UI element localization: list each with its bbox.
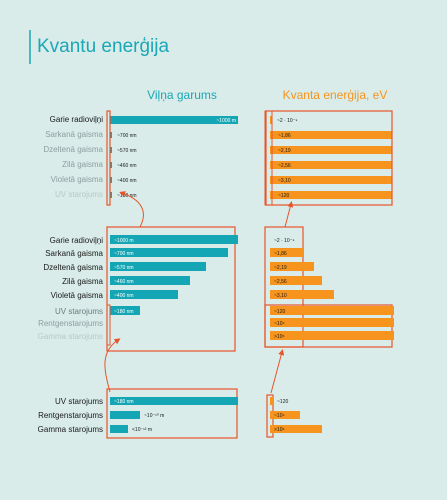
bottom-energy-value: ~120 [277, 399, 288, 405]
middle-row-label: Zilā gaisma [62, 277, 103, 286]
middle-wavelength-bar [110, 235, 238, 244]
bottom-energy-value: ~10⁴ [274, 413, 285, 419]
middle-wavelength-bar [110, 290, 178, 299]
middle-energy-bar [270, 248, 304, 257]
top-energy-value: ~1,86 [278, 133, 291, 139]
top-wavelength-value: ~400 nm [117, 178, 137, 184]
middle-uv-frame [106, 304, 111, 346]
top-energy-bar [270, 176, 392, 184]
top-energy-bar [270, 161, 392, 169]
middle-row-label: Garie radioviļņi [50, 236, 104, 245]
top-energy-value: ~3,10 [278, 178, 291, 184]
bottom-energy-bar [270, 425, 322, 433]
middle-energy-value: ~120 [274, 309, 285, 315]
top-row-label: Dzeltenā gaisma [43, 145, 103, 154]
middle-energy-value: >10⁶ [274, 334, 285, 340]
middle-row-label: Sarkanā gaisma [45, 249, 103, 258]
top-wavelength-bar [110, 192, 112, 198]
top-wavelength-bar [110, 162, 112, 168]
middle-wavelength-value: ~460 nm [114, 279, 134, 285]
middle-energy-bar [270, 290, 334, 299]
bottom-wavelength-value: <10⁻¹² m [132, 427, 152, 433]
middle-energy-bar [270, 276, 322, 285]
middle-wavelength-value: ~1000 m [114, 238, 134, 244]
middle-row-label: Gamma starojums [38, 332, 103, 341]
middle-energy-value: ~2,19 [274, 265, 287, 271]
middle-energy-value: ~2 · 10⁻⁹ [274, 238, 295, 244]
top-energy-bar [270, 116, 272, 124]
top-energy-value: ~2,56 [278, 163, 291, 169]
top-row-label: Violetā gaisma [51, 175, 104, 184]
top-wavelength-bar [110, 147, 112, 153]
middle-row-label: Violetā gaisma [51, 291, 104, 300]
bottom-wavelength-value: ~180 nm [114, 399, 134, 405]
arrow-bottom-to-middle-energy [270, 349, 285, 394]
middle-wavelength-bar [110, 276, 190, 285]
bottom-row-label: Rentgenstarojums [38, 411, 103, 420]
middle-energy-value: ~2,56 [274, 279, 287, 285]
top-wavelength-value: ~1000 m [216, 118, 236, 124]
middle-row-label: UV starojums [55, 307, 103, 316]
top-energy-value: ~2 · 10⁻⁹ [277, 118, 298, 124]
top-wavelength-bar [110, 132, 112, 138]
top-energy-bar [270, 191, 392, 199]
top-row-label: Zilā gaisma [62, 160, 103, 169]
top-energy-inner-frame [264, 110, 273, 206]
middle-energy-bar [270, 306, 394, 315]
middle-energy-value: ~3,10 [274, 293, 287, 299]
middle-energy-bar [270, 318, 394, 327]
top-row-label: UV starojums [55, 190, 103, 199]
middle-wavelength-value: ~400 nm [114, 293, 134, 299]
top-wavelength-bar [110, 177, 112, 183]
middle-wavelength-bar [110, 248, 228, 257]
bottom-energy-bar [270, 397, 274, 405]
middle-energy-value: ~1,86 [274, 251, 287, 257]
middle-wavelength-bar [110, 262, 206, 271]
middle-energy-value: ~10⁴ [274, 321, 285, 327]
top-wavelength-bar [110, 116, 238, 124]
bottom-row-label: UV starojums [55, 397, 103, 406]
middle-wavelength-bar [110, 306, 140, 315]
middle-wavelength-value: ~700 nm [114, 251, 134, 257]
middle-energy-bar [270, 262, 314, 271]
middle-row-label: Rentgenstarojums [38, 319, 103, 328]
top-wavelength-value: ~700 nm [117, 133, 137, 139]
bottom-wavelength-bar [110, 411, 140, 419]
bottom-wavelength-bar [110, 425, 128, 433]
top-energy-value: ~120 [278, 193, 289, 199]
arrow-middle-to-top-wavelength [119, 191, 144, 228]
bottom-wavelength-frame [106, 388, 238, 439]
arrow-bottom-to-middle-wavelength [104, 338, 121, 393]
top-wavelength-value: ~460 nm [117, 163, 137, 169]
top-energy-value: ~2,19 [278, 148, 291, 154]
top-wavelength-value: ~570 nm [117, 148, 137, 154]
middle-wavelength-value: ~570 nm [114, 265, 134, 271]
bottom-energy-value: >10⁶ [274, 427, 285, 433]
energy-header: Kvanta enerģija, eV [283, 88, 388, 102]
bottom-row-label: Gamma starojums [38, 425, 103, 434]
middle-row-label: Dzeltenā gaisma [43, 263, 103, 272]
middle-energy-bar [270, 331, 394, 340]
bottom-wavelength-bar [110, 397, 238, 405]
top-row-label: Garie radioviļņi [50, 115, 104, 124]
middle-wavelength-frame [106, 226, 236, 352]
top-energy-bar [270, 131, 392, 139]
middle-energy-frame [264, 226, 304, 348]
page-title: Kvantu enerģija [37, 36, 169, 57]
top-row-label: Sarkanā gaisma [45, 130, 103, 139]
top-energy-bar [270, 146, 392, 154]
top-energy-frame [265, 110, 393, 206]
wavelength-header: Viļņa garums [147, 88, 217, 102]
top-wavelength-value: ~180 nm [117, 193, 137, 199]
middle-wavelength-value: ~180 nm [114, 309, 134, 315]
top-wavelength-frame [106, 110, 111, 206]
bottom-energy-bar [270, 411, 300, 419]
arrow-middle-to-top-energy [284, 201, 294, 228]
bottom-wavelength-value: ~10⁻¹⁰ m [144, 413, 164, 419]
